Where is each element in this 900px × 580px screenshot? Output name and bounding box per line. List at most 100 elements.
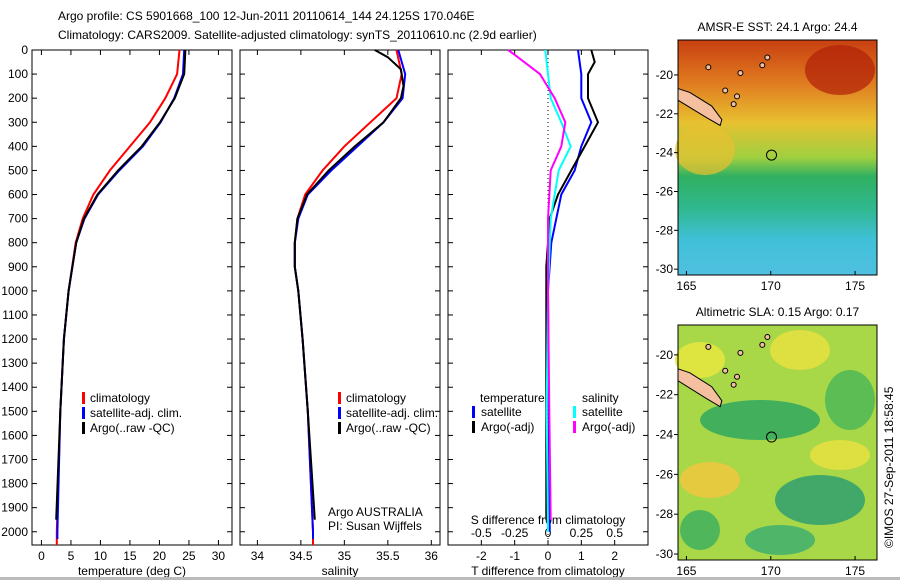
lat-tick-label: -22: [656, 388, 674, 402]
legend-label: satellite-adj. clim.: [90, 406, 182, 420]
series-line-s-argo-adj-: [507, 49, 567, 520]
island: [722, 87, 729, 94]
x-tick-label: 34: [251, 549, 265, 563]
x-tick-label: 25: [182, 549, 196, 563]
legend-title-salinity: salinity: [582, 391, 619, 405]
legend-label: satellite: [582, 405, 623, 419]
y-tick-label: 1100: [2, 308, 28, 322]
x-tick-label: 30: [212, 549, 226, 563]
island: [737, 70, 744, 77]
credit-label: ©IMOS 27-Sep-2011 18:58:45: [882, 386, 896, 548]
legend-swatch: [82, 422, 85, 434]
lon-tick-label: 175: [845, 279, 865, 293]
island: [734, 93, 741, 100]
island: [764, 54, 771, 61]
legend-label: climatology: [346, 391, 406, 405]
title-line-1: Argo profile: CS 5901668_100 12-Jun-2011…: [58, 9, 475, 23]
y-tick-label: 2000: [1, 525, 28, 539]
temperature-panel: 0 5 10 15 20 25 300100200300400500600700800900…: [1, 43, 233, 578]
lon-tick-label: 170: [761, 564, 781, 578]
y-tick-label: 1400: [1, 380, 28, 394]
sla-patch: [675, 342, 725, 378]
x-tick-label: 36: [425, 549, 439, 563]
sla-map: Altimetric SLA: 0.15 Argo: 0.17 165 170 175…: [656, 305, 878, 578]
island: [759, 341, 766, 348]
bottom-divider: [0, 577, 900, 580]
legend-label: Argo(-adj): [582, 420, 635, 434]
y-tick-label: 200: [8, 91, 28, 105]
plot-frame: [31, 49, 233, 546]
lat-tick-label: -28: [656, 223, 674, 237]
sla-patch: [680, 510, 720, 550]
legend-swatch: [472, 421, 475, 433]
legend-label: Argo(..raw -QC): [90, 421, 175, 435]
y-tick-label: 1000: [1, 284, 28, 298]
island: [764, 333, 771, 340]
float-annotation: Argo AUSTRALIA: [328, 505, 423, 519]
new-caledonia-landmass: [677, 87, 723, 127]
x-axis-label: salinity: [322, 564, 359, 578]
island: [705, 343, 712, 350]
legend-swatch: [338, 407, 341, 419]
legend-swatch: [472, 406, 475, 418]
y-tick-label: 1500: [1, 404, 28, 418]
lat-tick-label: -24: [656, 428, 674, 442]
y-tick-label: 300: [8, 115, 28, 129]
x-axis-label: T difference from climatology: [471, 564, 625, 578]
legend-label: climatology: [90, 391, 150, 405]
lat-tick-label: -26: [656, 467, 674, 481]
legend-swatch: [573, 421, 576, 433]
y-tick-label: 0: [21, 43, 28, 57]
y-tick-label: 700: [8, 212, 28, 226]
lat-tick-label: -30: [656, 547, 674, 561]
series-line-t-argo-adj-: [545, 49, 600, 520]
map-title: AMSR-E SST: 24.1 Argo: 24.4: [697, 20, 857, 34]
lat-tick-label: -28: [656, 507, 674, 521]
lat-tick-label: -26: [656, 184, 674, 198]
legend-label: Argo(-adj): [481, 420, 534, 434]
x-tick-label: 0: [545, 549, 552, 563]
island: [730, 101, 737, 108]
map-frame: [677, 39, 878, 276]
x-tick-label: 20: [153, 549, 167, 563]
lat-tick-label: -22: [656, 107, 674, 121]
sla-patch: [825, 370, 875, 430]
x2-tick-label: 0: [545, 526, 552, 540]
sla-patch: [700, 400, 820, 440]
sla-patch: [770, 330, 830, 370]
y-tick-label: 800: [8, 236, 28, 250]
x2-tick-label: -0.5: [471, 526, 492, 540]
legend-swatch: [82, 392, 85, 404]
x-tick-label: -1: [509, 549, 520, 563]
y-tick-label: 400: [8, 139, 28, 153]
x-tick-label: 35.5: [376, 549, 400, 563]
y-tick-label: 1800: [1, 477, 28, 491]
island: [759, 62, 766, 69]
legend-swatch: [338, 392, 341, 404]
lon-tick-label: 170: [761, 279, 781, 293]
plot-frame: [239, 49, 441, 546]
lat-tick-label: -20: [656, 348, 674, 362]
lat-tick-label: -20: [656, 68, 674, 82]
y-tick-label: 100: [8, 67, 28, 81]
island: [737, 349, 744, 356]
y-tick-label: 1700: [1, 452, 28, 466]
y-tick-label: 600: [8, 188, 28, 202]
x-tick-label: 2: [611, 549, 618, 563]
legend-swatch: [338, 422, 341, 434]
difference-panel: -2 -1 0 1 2T difference from climatology -0.5…: [447, 49, 649, 578]
x-tick-label: -2: [476, 549, 487, 563]
legend-swatch: [573, 406, 576, 418]
x2-tick-label: 0.5: [606, 526, 623, 540]
map-title: Altimetric SLA: 0.15 Argo: 0.17: [696, 305, 860, 319]
x-tick-label: 15: [123, 549, 137, 563]
lon-tick-label: 175: [845, 564, 865, 578]
lat-tick-label: -30: [656, 262, 674, 276]
series-line-s-satellite: [544, 49, 572, 532]
x2-tick-label: 0.25: [570, 526, 594, 540]
salinity-panel: 34 34.5 35 35.5 36 salinity climatologysatelli…: [239, 49, 441, 578]
lon-tick-label: 165: [676, 279, 696, 293]
x-tick-label: 5: [68, 549, 75, 563]
sla-patch: [775, 475, 865, 525]
